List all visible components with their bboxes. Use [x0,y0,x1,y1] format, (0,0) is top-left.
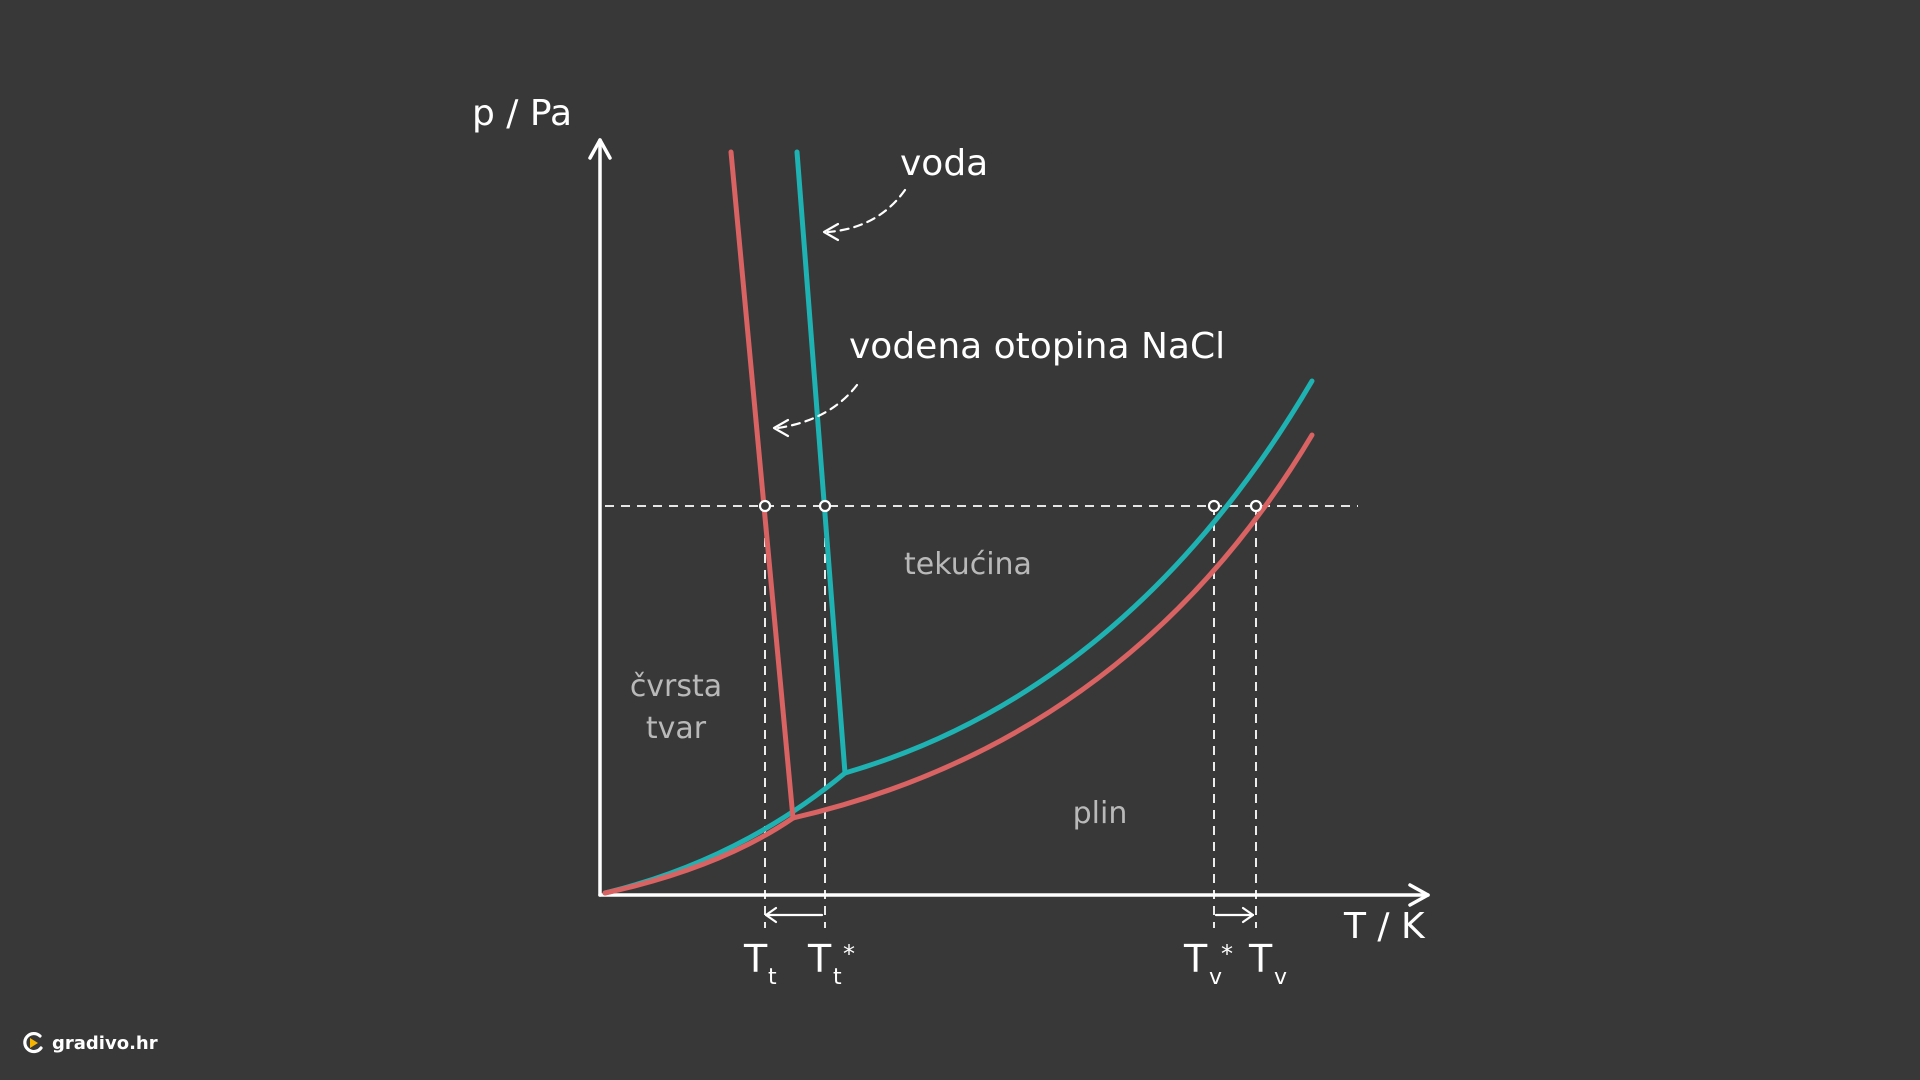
freeze-solution-point [758,499,772,513]
water-callout-arrowhead [822,222,840,242]
x-axis-label: T / K [1343,906,1426,947]
y-axis-label: p / Pa [472,93,572,134]
solution-callout-arrowhead [772,418,790,438]
tick-boil-water-main: T [1183,937,1208,981]
boil-water-point [1207,499,1221,513]
freeze-water-point [818,499,832,513]
solution-vaporization-curve [790,432,1315,821]
freezing-shift-arrowhead [764,906,778,924]
solid-region-label-2: tvar [646,711,707,746]
water-callout-line [826,188,907,234]
water-sublimation-curve [602,770,848,896]
tick-boil-solution-sub: v [1274,965,1287,990]
brand-logo[interactable]: gradivo.hr [20,1030,158,1056]
tick-freeze-water-sub: t [833,965,842,990]
liquid-region-label: tekućina [904,547,1032,582]
tick-freeze-solution-main: T [743,937,768,981]
tick-boil-water: T v * [1183,937,1233,990]
water-vaporization-curve [842,378,1315,776]
solid-region-label-1: čvrsta [630,669,722,704]
tick-boil-water-sub: v [1209,965,1222,990]
solution-label: vodena otopina NaCl [849,326,1225,367]
logo-text: gradivo.hr [52,1032,158,1054]
boil-solution-point [1249,499,1263,513]
y-axis-arrow [588,138,612,160]
water-label: voda [900,143,988,184]
tick-freeze-water-main: T [807,937,832,981]
tick-boil-water-star: * [1221,940,1233,968]
boiling-shift-arrowhead [1241,906,1255,924]
x-axis-arrow [1408,883,1430,907]
tick-freeze-solution: T t [743,937,777,990]
tick-freeze-water: T t * [807,937,855,990]
tick-freeze-solution-sub: t [768,965,777,990]
gas-region-label: plin [1073,796,1128,831]
solution-sublimation-curve [602,815,796,896]
solution-callout-line [776,383,859,430]
solution-fusion-curve [728,149,796,821]
tick-boil-solution: T v [1248,937,1287,990]
water-fusion-curve [794,149,848,776]
tick-boil-solution-main: T [1248,937,1273,981]
tick-freeze-water-star: * [843,940,855,968]
gradivo-logo-icon [23,1031,43,1054]
